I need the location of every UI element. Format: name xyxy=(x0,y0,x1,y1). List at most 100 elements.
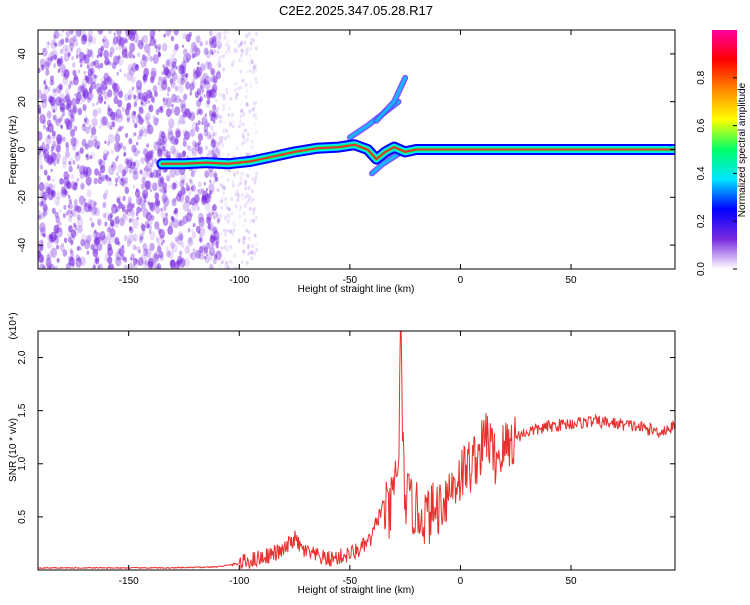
spectrogram-noise-blob xyxy=(240,48,244,53)
spectrogram-noise-blob xyxy=(236,198,240,203)
snr-y-tick-label: 0.5 xyxy=(17,510,28,524)
spectrogram-noise-blob xyxy=(38,131,43,141)
spectrogram-noise-blob xyxy=(85,176,92,186)
spectrogram-noise-blob xyxy=(54,266,58,269)
spectrogram-noise-blob xyxy=(201,195,207,203)
spectrogram-noise-blob xyxy=(107,107,113,117)
spectrogram-noise-blob xyxy=(118,90,123,99)
spectrogram-noise-blob xyxy=(194,91,200,99)
spectrogram-noise-blob xyxy=(63,237,68,243)
spectrogram-noise-blob xyxy=(127,196,132,204)
spectrogram-noise-blob xyxy=(162,65,170,76)
spectrogram-noise-blob xyxy=(50,56,54,61)
spectrogram-noise-blob xyxy=(167,130,174,141)
spectrogram-noise-blob xyxy=(164,188,168,193)
spectrogram-noise-blob xyxy=(64,150,70,159)
spectrogram-noise-blob xyxy=(178,84,184,94)
spectrogram-noise-blob xyxy=(243,182,247,187)
spectrogram-noise-blob xyxy=(219,139,223,144)
spectrogram-noise-blob xyxy=(134,123,138,129)
spectrogram-noise-blob xyxy=(182,221,186,226)
spectrogram-noise-blob xyxy=(216,62,220,67)
spectrogram-noise-blob xyxy=(204,120,209,128)
spectrogram-noise-blob xyxy=(211,205,215,210)
spectrogram-noise-blob xyxy=(223,35,227,40)
spectrogram-noise-blob xyxy=(108,61,112,66)
spectrogram-noise-blob xyxy=(160,207,163,212)
spectrogram-noise-blob xyxy=(182,215,188,224)
spectrogram-noise-blob xyxy=(95,231,101,241)
spectrogram-noise-blob xyxy=(105,86,108,90)
spectrogram-noise-blob xyxy=(169,241,175,249)
spectrogram-noise-blob xyxy=(54,142,61,153)
spectrogram-noise-blob xyxy=(77,217,84,227)
spectrogram-noise-blob xyxy=(107,89,113,98)
spectrogram-noise-blob xyxy=(77,225,83,234)
spectrogram-noise-blob xyxy=(83,118,87,123)
spectrogram-noise-blob xyxy=(138,132,143,140)
spectrogram-noise-blob xyxy=(219,182,223,187)
spectrogram-noise-blob xyxy=(154,221,160,230)
spectrogram-noise-blob xyxy=(149,242,155,252)
spectrogram-noise-blob xyxy=(244,82,248,87)
spectrogram-noise-blob xyxy=(41,63,44,68)
spectrogram-noise-blob xyxy=(92,264,96,269)
spectrogram-noise-blob xyxy=(180,75,184,81)
spectrogram-noise-blob xyxy=(132,184,136,189)
spectrogram-noise-blob xyxy=(205,50,211,59)
spectrogram-noise-blob xyxy=(241,49,245,54)
spectrogram-noise-blob xyxy=(60,124,63,129)
spectrogram-noise-blob xyxy=(213,172,218,179)
spectrogram-noise-blob xyxy=(86,62,91,70)
spectrogram-noise-blob xyxy=(98,170,102,176)
spectrogram-noise-blob xyxy=(68,157,74,165)
spectrogram-noise-blob xyxy=(222,258,226,263)
spectrogram-noise-blob xyxy=(179,98,182,102)
spectrogram-noise-blob xyxy=(115,108,122,119)
spectrogram-noise-blob xyxy=(100,97,103,101)
spectrogram-noise-blob xyxy=(184,130,191,141)
spectrogram-noise-blob xyxy=(46,126,50,132)
spectrogram-noise-blob xyxy=(127,36,131,41)
spectrogram-noise-blob xyxy=(213,254,218,260)
spectrogram-noise-blob xyxy=(93,177,98,185)
spectrogram-noise-blob xyxy=(67,84,72,90)
spectrogram-noise-blob xyxy=(157,143,164,154)
spectrogram-noise-blob xyxy=(201,117,204,122)
spectrogram-noise-blob xyxy=(214,35,218,40)
spectrogram-noise-blob xyxy=(196,205,200,211)
spectrogram-noise-blob xyxy=(252,208,256,213)
spectrogram-noise-blob xyxy=(184,195,190,204)
spectrogram-noise-blob xyxy=(157,81,160,86)
spectrogram-noise-blob xyxy=(38,110,42,115)
spectrogram-noise-blob xyxy=(154,199,159,206)
spectrogram-noise-blob xyxy=(169,167,176,179)
spectrogram-noise-blob xyxy=(62,111,66,117)
spectrogram-noise-blob xyxy=(133,238,137,242)
spectrogram-noise-blob xyxy=(191,41,197,51)
spectrogram-noise-blob xyxy=(225,87,228,92)
spectrogram-noise-blob xyxy=(169,137,173,143)
spectrogram-noise-blob xyxy=(210,242,214,248)
spectrogram-noise-blob xyxy=(226,206,230,211)
spectrogram-noise-blob xyxy=(93,201,97,207)
spectrogram-noise-blob xyxy=(88,124,92,130)
spectrogram-noise-blob xyxy=(233,266,237,269)
spectrogram-noise-blob xyxy=(121,214,127,223)
spectrogram-noise-blob xyxy=(252,219,256,224)
spectrogram-noise-blob xyxy=(239,181,243,186)
spectrogram-noise-blob xyxy=(126,71,133,81)
spectrogram-noise-blob xyxy=(250,145,254,150)
spectrogram-noise-blob xyxy=(150,189,153,193)
spectrogram-noise-blob xyxy=(141,177,146,184)
spectrogram-noise-blob xyxy=(80,181,85,190)
spectrogram-noise-blob xyxy=(121,182,125,187)
spectrogram-noise-blob xyxy=(43,169,48,176)
snr-multiplier-label: (x10⁴) xyxy=(8,312,19,339)
spectrogram-noise-blob xyxy=(115,157,118,162)
spectrogram-noise-blob xyxy=(43,79,46,85)
spectrogram-noise-blob xyxy=(147,201,151,206)
spectrogram-noise-blob xyxy=(113,203,116,209)
spectrogram-noise-blob xyxy=(205,187,208,192)
spectrogram-noise-blob xyxy=(159,188,162,193)
